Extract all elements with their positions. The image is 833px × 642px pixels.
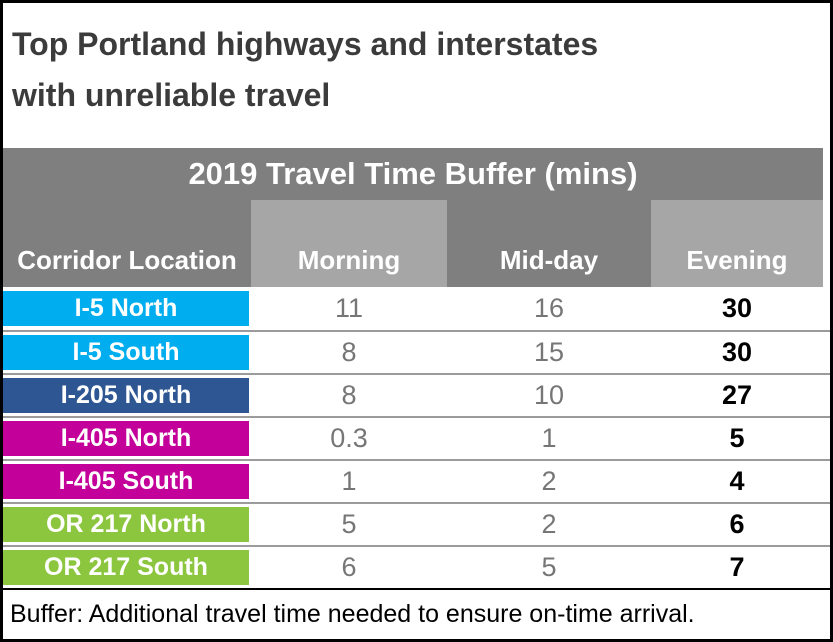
morning-value: 8	[341, 380, 357, 410]
corridor-cell: I-5 North	[3, 287, 251, 330]
table-row: I-5 North 11 16 30	[3, 287, 830, 330]
corridor-label: OR 217 South	[3, 550, 249, 585]
page-title-line2: with unreliable travel	[12, 77, 331, 113]
corridor-cell: I-5 South	[3, 332, 251, 373]
morning-value: 5	[341, 509, 357, 539]
column-header-mid-day: Mid-day	[447, 200, 651, 287]
table-banner-title: 2019 Travel Time Buffer (mins)	[3, 148, 823, 200]
evening-value: 4	[729, 466, 745, 496]
column-header-corridor-location: Corridor Location	[3, 200, 251, 287]
corridor-cell: OR 217 South	[3, 547, 251, 588]
evening-value: 30	[721, 293, 753, 323]
morning-value: 1	[341, 466, 357, 496]
page-title-line1: Top Portland highways and interstates	[12, 26, 599, 62]
evening-value: 27	[721, 380, 753, 410]
midday-value: 5	[541, 552, 557, 582]
corridor-cell: I-405 North	[3, 418, 251, 459]
column-header-evening: Evening	[651, 200, 823, 287]
page-title: Top Portland highways and interstates wi…	[3, 3, 830, 148]
evening-value: 7	[729, 552, 745, 582]
column-header-morning: Morning	[251, 200, 447, 287]
corridor-cell: I-405 South	[3, 461, 251, 502]
midday-value: 16	[533, 293, 565, 323]
corridor-cell: I-205 North	[3, 375, 251, 416]
morning-value: 6	[341, 552, 357, 582]
morning-value: 0.3	[330, 423, 368, 453]
table-header-row: Corridor Location Morning Mid-day Evenin…	[3, 200, 830, 287]
midday-value: 2	[541, 466, 557, 496]
evening-value: 6	[729, 509, 745, 539]
table-body: I-5 North 11 16 30 I-5 South 8 15 30 I-2…	[3, 287, 830, 588]
corridor-label: OR 217 North	[3, 507, 249, 542]
midday-value: 10	[533, 380, 565, 410]
corridor-label: I-5 South	[3, 335, 249, 370]
corridor-cell: OR 217 North	[3, 504, 251, 545]
corridor-label: I-405 North	[3, 421, 249, 456]
morning-value: 8	[341, 337, 357, 367]
corridor-label: I-405 South	[3, 464, 249, 499]
header-right-margin	[823, 200, 830, 287]
table-row: I-405 South 1 2 4	[3, 459, 830, 502]
table-row: OR 217 South 6 5 7	[3, 545, 830, 588]
corridor-label: I-5 North	[3, 291, 249, 326]
evening-value: 30	[721, 337, 753, 367]
evening-value: 5	[729, 423, 745, 453]
midday-value: 2	[541, 509, 557, 539]
midday-value: 15	[533, 337, 565, 367]
corridor-label: I-205 North	[3, 378, 249, 413]
table-row: I-405 North 0.3 1 5	[3, 416, 830, 459]
table-row: I-5 South 8 15 30	[3, 330, 830, 373]
table-row: OR 217 North 5 2 6	[3, 502, 830, 545]
morning-value: 11	[334, 293, 364, 323]
midday-value: 1	[541, 423, 557, 453]
table-row: I-205 North 8 10 27	[3, 373, 830, 416]
footnote: Buffer: Additional travel time needed to…	[3, 588, 830, 639]
